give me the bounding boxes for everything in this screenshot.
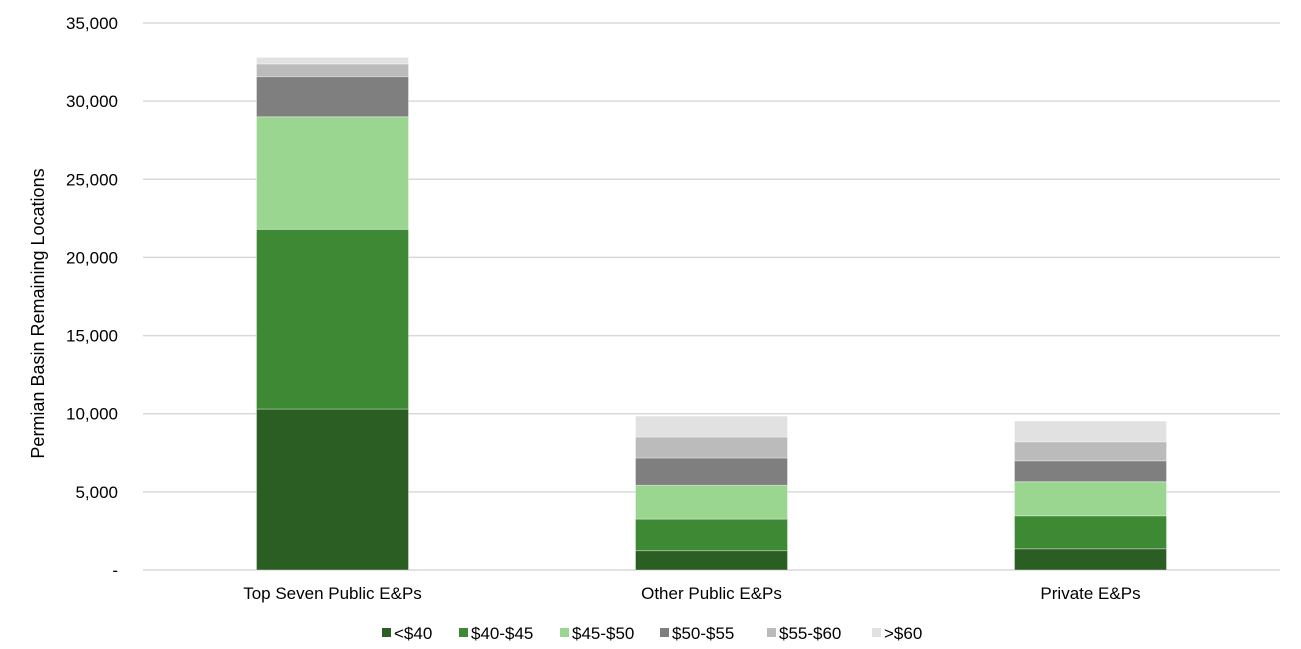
y-tick-label: 15,000 xyxy=(66,327,118,346)
bar-segment xyxy=(256,56,409,65)
bar-segment xyxy=(1014,441,1167,462)
bar-segment xyxy=(1014,548,1167,571)
x-tick-label: Top Seven Public E&Ps xyxy=(243,584,422,603)
bar-segment xyxy=(256,408,409,571)
bar-segment xyxy=(256,76,409,118)
y-tick-label: 20,000 xyxy=(66,248,118,267)
legend-swatch xyxy=(382,628,391,637)
legend-swatch xyxy=(872,628,881,637)
y-tick-label: 25,000 xyxy=(66,170,118,189)
legend-label: $55-$60 xyxy=(779,624,841,643)
bar-segment xyxy=(635,457,788,486)
legend-label: <$40 xyxy=(394,624,432,643)
bar-segment xyxy=(635,550,788,571)
bar-segment xyxy=(256,116,409,230)
y-tick-label: 5,000 xyxy=(75,483,118,502)
legend-swatch xyxy=(767,628,776,637)
bar-segment xyxy=(635,436,788,459)
y-tick-label: - xyxy=(112,561,118,580)
legend-label: $45-$50 xyxy=(572,624,634,643)
bar-segment xyxy=(1014,515,1167,550)
x-tick-label: Private E&Ps xyxy=(1040,584,1140,603)
legend-swatch xyxy=(660,628,669,637)
x-tick-label: Other Public E&Ps xyxy=(641,584,782,603)
bar-segment xyxy=(635,484,788,520)
legend-label: >$60 xyxy=(884,624,922,643)
bar-segment xyxy=(1014,481,1167,517)
bar-segment xyxy=(256,63,409,78)
y-tick-label: 35,000 xyxy=(66,14,118,33)
bar-segment xyxy=(256,228,409,410)
bar-segment xyxy=(635,518,788,552)
y-tick-label: 30,000 xyxy=(66,92,118,111)
y-axis-label: Permian Basin Remaining Locations xyxy=(28,168,48,458)
y-tick-label: 10,000 xyxy=(66,405,118,424)
legend-label: $40-$45 xyxy=(471,624,533,643)
bar-segment xyxy=(635,415,788,438)
legend-label: $50-$55 xyxy=(672,624,734,643)
bar-segment xyxy=(1014,420,1167,443)
legend-swatch xyxy=(560,628,569,637)
legend-swatch xyxy=(459,628,468,637)
bar-segment xyxy=(1014,460,1167,483)
